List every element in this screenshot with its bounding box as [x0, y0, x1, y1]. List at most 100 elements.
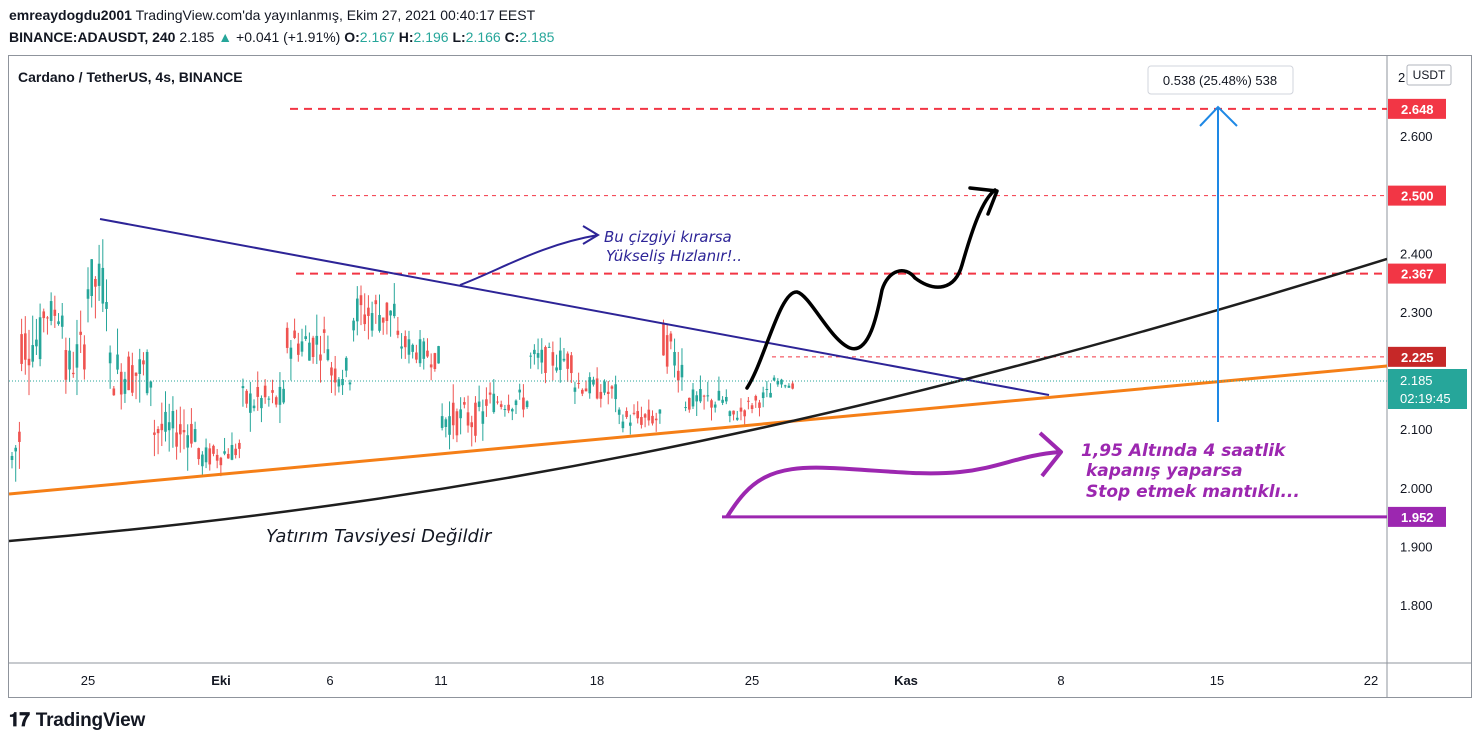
candle-body: [518, 389, 521, 393]
purple-annotation-line-3: Stop etmek mantıklı...: [1086, 482, 1300, 502]
candle-body: [614, 384, 617, 400]
level-price-badge: [1388, 185, 1446, 206]
candle-body: [459, 409, 462, 419]
currency-badge[interactable]: [1406, 64, 1452, 86]
level-price-label: 2.225: [1401, 350, 1434, 365]
candle-body: [274, 397, 278, 405]
candle-body: [507, 404, 510, 411]
bar-countdown: 02:19:45: [1400, 391, 1451, 406]
candle-body: [252, 405, 256, 409]
price-axis[interactable]: 2 USDT 2.185 02:19:45 2.600 2.400 2.300 2.1…: [1388, 64, 1467, 613]
projection-arrowhead: [968, 186, 999, 216]
candle-body: [71, 372, 75, 375]
candle-body: [732, 410, 735, 415]
candle-body: [49, 301, 53, 321]
candle-body: [455, 411, 459, 436]
candle-body: [680, 364, 684, 378]
close-label: C:: [504, 29, 520, 45]
price-tick-label: 2.000: [1400, 481, 1433, 496]
currency-label: USDT: [1413, 68, 1446, 82]
candle-body: [474, 402, 477, 436]
projection-path[interactable]: [745, 188, 997, 390]
author-name[interactable]: emreaydogdu2001: [9, 7, 132, 23]
candle-body: [647, 409, 651, 421]
time-tick-label: 15: [1210, 673, 1224, 688]
candle-body: [267, 398, 271, 400]
candle-body: [415, 352, 418, 360]
measure-label-box: [1147, 65, 1294, 95]
candle-body: [285, 327, 289, 348]
candle-body: [533, 349, 536, 355]
candle-body: [278, 386, 282, 405]
level-price-label: 2.648: [1401, 102, 1434, 117]
candle-body: [289, 347, 293, 359]
candle-body: [90, 259, 93, 297]
publish-info: emreaydogdu2001 TradingView.com'da yayın…: [9, 7, 535, 23]
candle-body: [57, 321, 60, 325]
time-tick-label: 6: [326, 673, 333, 688]
tradingview-logo[interactable]: 𝟏𝟕 TradingView: [9, 710, 145, 732]
candle-body: [393, 303, 396, 317]
candle-body: [149, 381, 153, 388]
candle-body: [167, 422, 171, 431]
close-value: 2.185: [519, 29, 555, 45]
candle-body: [263, 385, 267, 398]
candle-body: [754, 396, 758, 401]
ascending-support-line[interactable]: [9, 364, 1387, 496]
price-change: +0.041 (+1.91%): [236, 29, 341, 45]
annotation-arrowhead-blue: [582, 225, 600, 245]
candle-body: [496, 401, 499, 403]
candle-body: [171, 411, 175, 429]
candle-body: [94, 278, 97, 287]
publish-date: TradingView.com'da yayınlanmış, Ekim 27,…: [135, 7, 536, 23]
blue-annotation-line-1: Bu çizgiyi kırarsa: [604, 228, 732, 246]
candle-body: [14, 447, 17, 452]
candle-body: [18, 431, 21, 442]
candle-body: [164, 411, 167, 432]
candle-body: [551, 352, 555, 366]
candle-body: [348, 382, 352, 385]
candle-body: [127, 356, 130, 391]
candle-body: [643, 414, 647, 418]
candle-body: [577, 382, 580, 384]
candle-body: [511, 409, 514, 412]
candle-body: [79, 331, 82, 335]
time-tick-label: 25: [81, 673, 95, 688]
annotation-arrow-blue[interactable]: [459, 234, 599, 286]
high-label: H:: [398, 29, 414, 45]
tradingview-logo-icon: 𝟏𝟕: [9, 710, 30, 731]
measure-label: 0.538 (25.48%) 538: [1163, 73, 1277, 88]
candle-body: [451, 402, 455, 426]
candle-body: [636, 411, 639, 419]
candle-body: [179, 424, 182, 435]
change-arrow-icon: ▲: [218, 29, 233, 45]
measure-arrowhead: [1199, 105, 1238, 127]
candle-body: [676, 370, 680, 381]
symbol-ohlc-line: BINANCE:ADAUSDT, 240 2.185 ▲ +0.041 (+1.…: [9, 29, 554, 45]
candle-body: [256, 387, 260, 397]
candle-body: [688, 397, 691, 410]
candle-body: [492, 393, 496, 413]
candle-body: [684, 407, 687, 409]
candle-body: [249, 393, 252, 413]
candle-body: [201, 454, 204, 467]
candle-body: [448, 416, 451, 435]
annotation-arrow-purple[interactable]: [725, 450, 1061, 519]
low-value: 2.166: [465, 29, 501, 45]
candle-body: [363, 314, 366, 325]
candle-body: [381, 317, 385, 323]
symbol-label: BINANCE:ADAUSDT, 240: [9, 29, 176, 45]
time-axis[interactable]: 25 Eki 6 11 18 25 Kas 8 15 22: [81, 673, 1378, 688]
candle-body: [208, 448, 212, 465]
candle-body: [706, 395, 710, 397]
descending-trendline[interactable]: [99, 218, 1050, 396]
time-tick-label: Kas: [894, 673, 918, 688]
candle-body: [758, 402, 761, 408]
candle-body: [632, 412, 636, 414]
candle-body: [134, 372, 138, 376]
candle-body: [97, 263, 101, 286]
candle-body: [514, 400, 518, 406]
candle-body: [721, 399, 724, 403]
curved-support-line[interactable]: [9, 257, 1387, 543]
